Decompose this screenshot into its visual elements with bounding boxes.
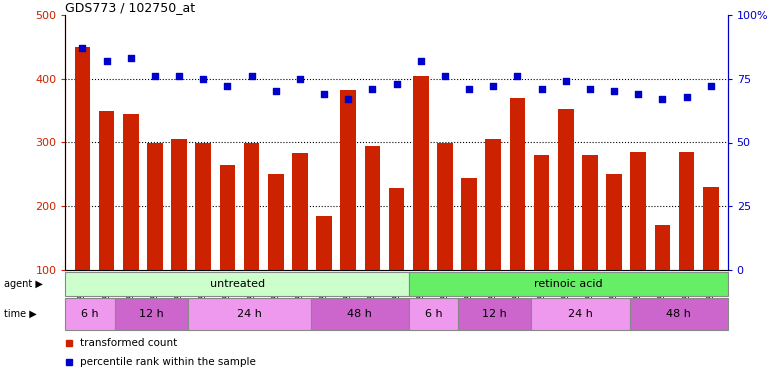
Bar — [311, 298, 409, 330]
Bar — [678, 152, 695, 270]
Text: 24 h: 24 h — [568, 309, 593, 319]
Bar — [99, 111, 115, 270]
Point — [632, 91, 644, 97]
Text: 48 h: 48 h — [666, 309, 691, 319]
Bar — [389, 188, 404, 270]
Point — [293, 76, 306, 82]
Point — [367, 86, 379, 92]
Text: 24 h: 24 h — [237, 309, 262, 319]
Point — [608, 88, 620, 94]
Point — [390, 81, 403, 87]
Bar — [316, 216, 332, 270]
Text: 12 h: 12 h — [482, 309, 507, 319]
Bar — [413, 75, 429, 270]
Text: untreated: untreated — [209, 279, 265, 289]
Bar — [510, 98, 525, 270]
Text: GDS773 / 102750_at: GDS773 / 102750_at — [65, 1, 196, 14]
Bar — [65, 272, 409, 296]
Bar — [606, 174, 622, 270]
Bar — [534, 155, 550, 270]
Text: 12 h: 12 h — [139, 309, 164, 319]
Text: 6 h: 6 h — [424, 309, 442, 319]
Bar — [219, 165, 235, 270]
Bar — [115, 298, 188, 330]
Point — [100, 58, 112, 64]
Text: percentile rank within the sample: percentile rank within the sample — [80, 357, 256, 367]
Point — [246, 73, 258, 79]
Bar — [188, 298, 311, 330]
Point — [414, 58, 427, 64]
Point — [463, 86, 475, 92]
Point — [76, 45, 89, 51]
Point — [535, 86, 547, 92]
Text: time ▶: time ▶ — [4, 309, 37, 319]
Point — [705, 83, 717, 89]
Bar — [409, 272, 728, 296]
Text: retinoic acid: retinoic acid — [534, 279, 603, 289]
Bar — [558, 110, 574, 270]
Point — [681, 94, 693, 100]
Bar — [171, 139, 187, 270]
Text: 6 h: 6 h — [81, 309, 99, 319]
Bar — [196, 142, 211, 270]
Bar — [485, 139, 501, 270]
Bar — [654, 225, 670, 270]
Bar — [630, 298, 728, 330]
Point — [270, 88, 282, 94]
Bar — [292, 153, 308, 270]
Point — [149, 73, 161, 79]
Text: agent ▶: agent ▶ — [4, 279, 42, 289]
Bar — [268, 174, 283, 270]
Point — [487, 83, 500, 89]
Point — [584, 86, 596, 92]
Point — [511, 73, 524, 79]
Bar — [531, 298, 630, 330]
Point — [318, 91, 330, 97]
Bar — [458, 298, 531, 330]
Bar — [123, 114, 139, 270]
Bar — [340, 90, 356, 270]
Text: 48 h: 48 h — [347, 309, 372, 319]
Bar — [582, 155, 598, 270]
Bar — [631, 152, 646, 270]
Point — [197, 76, 209, 82]
Point — [221, 83, 233, 89]
Bar — [409, 298, 458, 330]
Bar — [703, 187, 718, 270]
Bar — [147, 142, 162, 270]
Point — [656, 96, 668, 102]
Point — [173, 73, 186, 79]
Text: transformed count: transformed count — [80, 338, 177, 348]
Point — [439, 73, 451, 79]
Bar — [65, 298, 115, 330]
Point — [342, 96, 354, 102]
Bar — [243, 142, 259, 270]
Bar — [75, 47, 90, 270]
Point — [125, 56, 137, 62]
Bar — [437, 142, 453, 270]
Bar — [364, 146, 380, 270]
Point — [560, 78, 572, 84]
Bar — [461, 177, 477, 270]
